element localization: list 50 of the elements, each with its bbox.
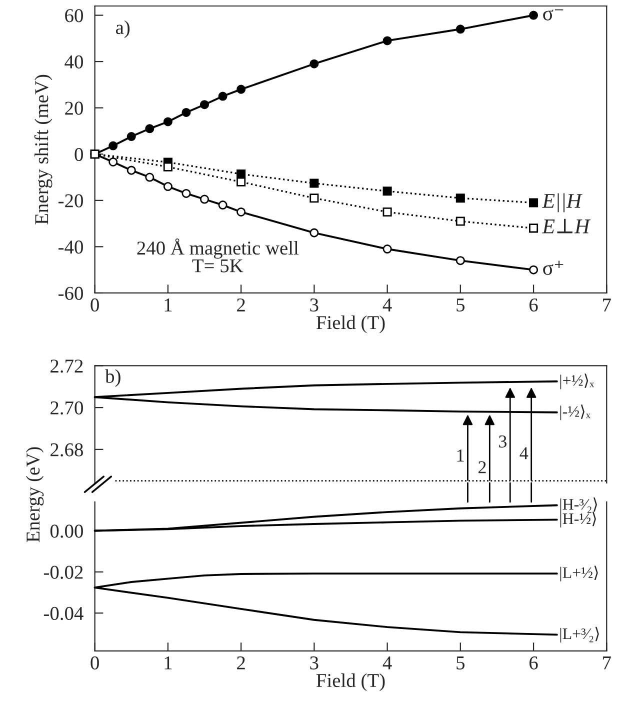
x-tick-label: 1: [164, 656, 172, 670]
series-label: |H-½⟩: [560, 512, 596, 528]
y-tick-label: -40: [58, 240, 83, 254]
series-label: |+½⟩ₓ: [560, 374, 594, 390]
y-tick-label: -0.04: [44, 606, 84, 620]
x-tick-label: 7: [603, 298, 611, 312]
x-tick-label: 2: [237, 298, 245, 312]
annotation: 2: [478, 461, 486, 474]
y-axis-title: Energy shift (meV): [34, 74, 52, 224]
series-label: E⊥H: [542, 218, 591, 234]
y-tick-label: 20: [65, 102, 83, 115]
series-label: σ⁺: [543, 260, 564, 276]
x-tick-label: 1: [164, 298, 172, 312]
y-tick-label: -60: [58, 286, 83, 300]
series-label: |L+³⁄₂⟩: [560, 626, 599, 642]
annotation: 1: [457, 450, 464, 462]
x-tick-label: 4: [382, 656, 392, 670]
y-tick-label: 2.72: [50, 360, 83, 373]
annotation: 4: [520, 447, 528, 460]
x-axis-title: Field (T): [316, 315, 385, 334]
x-tick-label: 5: [456, 656, 465, 670]
x-tick-label: 3: [310, 298, 318, 312]
x-axis-title: Field (T): [316, 673, 385, 692]
x-tick-label: 6: [530, 656, 538, 670]
x-tick-label: 5: [456, 298, 465, 312]
annotation: b): [105, 369, 120, 387]
x-tick-label: 7: [603, 656, 611, 670]
series-label: |H-³⁄₂⟩: [560, 497, 597, 514]
annotation: 3: [499, 435, 507, 448]
y-tick-label: 2.68: [50, 443, 83, 456]
x-tick-label: 0: [90, 298, 99, 312]
annotation: 240 Å magnetic well T= 5K: [137, 238, 299, 272]
x-tick-label: 4: [382, 298, 392, 312]
y-tick-label: 0: [74, 148, 83, 162]
x-tick-label: 3: [310, 656, 318, 670]
series-label: |L+½⟩: [560, 566, 598, 582]
series-label: |-½⟩ₓ: [560, 404, 590, 420]
y-tick-label: 60: [65, 9, 83, 22]
y-tick-label: 40: [64, 55, 83, 68]
annotation: a): [116, 20, 130, 38]
y-axis-title: Energy (eV): [26, 447, 44, 542]
y-tick-label: -0.02: [44, 566, 83, 579]
y-tick-label: -20: [58, 194, 83, 208]
series-label: σ⁻: [543, 9, 564, 20]
series-label: E||H: [542, 193, 582, 212]
x-tick-label: 2: [237, 656, 245, 670]
y-tick-label: 2.70: [50, 401, 83, 415]
x-tick-label: 0: [90, 656, 99, 670]
y-tick-label: 0.00: [50, 524, 83, 538]
x-tick-label: 6: [530, 298, 538, 312]
